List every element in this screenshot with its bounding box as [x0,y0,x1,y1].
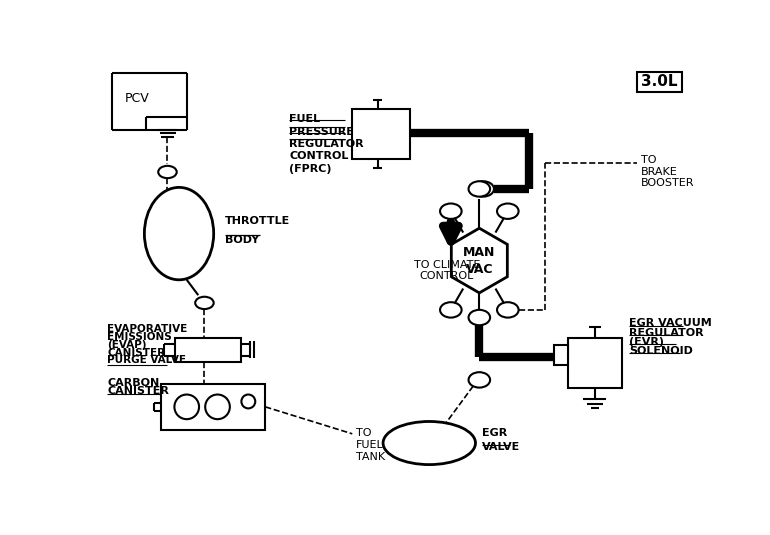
Text: EGR VACUUM: EGR VACUUM [630,318,712,328]
Text: EGR
VALVE: EGR VALVE [482,429,520,452]
Ellipse shape [383,422,476,464]
Text: (EVR): (EVR) [630,337,665,347]
Ellipse shape [497,302,519,318]
Text: SOLENOID: SOLENOID [630,346,693,356]
Text: MAN
VAC: MAN VAC [463,246,496,276]
Text: 3.0L: 3.0L [641,74,678,89]
Polygon shape [451,228,507,293]
Ellipse shape [440,302,462,318]
Text: CARBON: CARBON [107,378,159,388]
Text: TO CLIMATE
CONTROL: TO CLIMATE CONTROL [413,259,480,281]
Text: (EVAP): (EVAP) [107,340,147,350]
Text: CANISTER: CANISTER [107,348,166,357]
Ellipse shape [440,203,462,219]
Text: REGULATOR: REGULATOR [630,327,704,338]
Ellipse shape [468,181,490,197]
Ellipse shape [497,203,519,219]
Ellipse shape [195,297,213,309]
Text: CANISTER: CANISTER [107,386,169,396]
Text: EVAPORATIVE: EVAPORATIVE [107,324,188,334]
Ellipse shape [472,181,494,197]
Text: TO
BRAKE
BOOSTER: TO BRAKE BOOSTER [641,155,695,188]
Ellipse shape [468,310,490,325]
Bar [554,345,568,364]
Text: EMISSIONS: EMISSIONS [107,332,172,342]
Text: THROTTLE: THROTTLE [225,216,290,226]
Bar [161,384,265,430]
Bar [352,109,410,159]
Ellipse shape [158,166,176,178]
Bar [568,338,622,387]
Ellipse shape [468,372,490,387]
Text: PURGE VALVE: PURGE VALVE [107,355,186,365]
Text: BODY: BODY [225,235,259,245]
Bar [175,338,240,362]
Text: FUEL
PRESSURE
REGULATOR
CONTROL
(FPRC): FUEL PRESSURE REGULATOR CONTROL (FPRC) [290,114,363,174]
Text: TO
FUEL
TANK: TO FUEL TANK [356,429,385,462]
Text: PCV: PCV [124,93,149,105]
Ellipse shape [205,394,229,419]
Ellipse shape [242,394,256,408]
Ellipse shape [174,394,199,419]
Bar [638,72,682,92]
Ellipse shape [144,187,213,280]
